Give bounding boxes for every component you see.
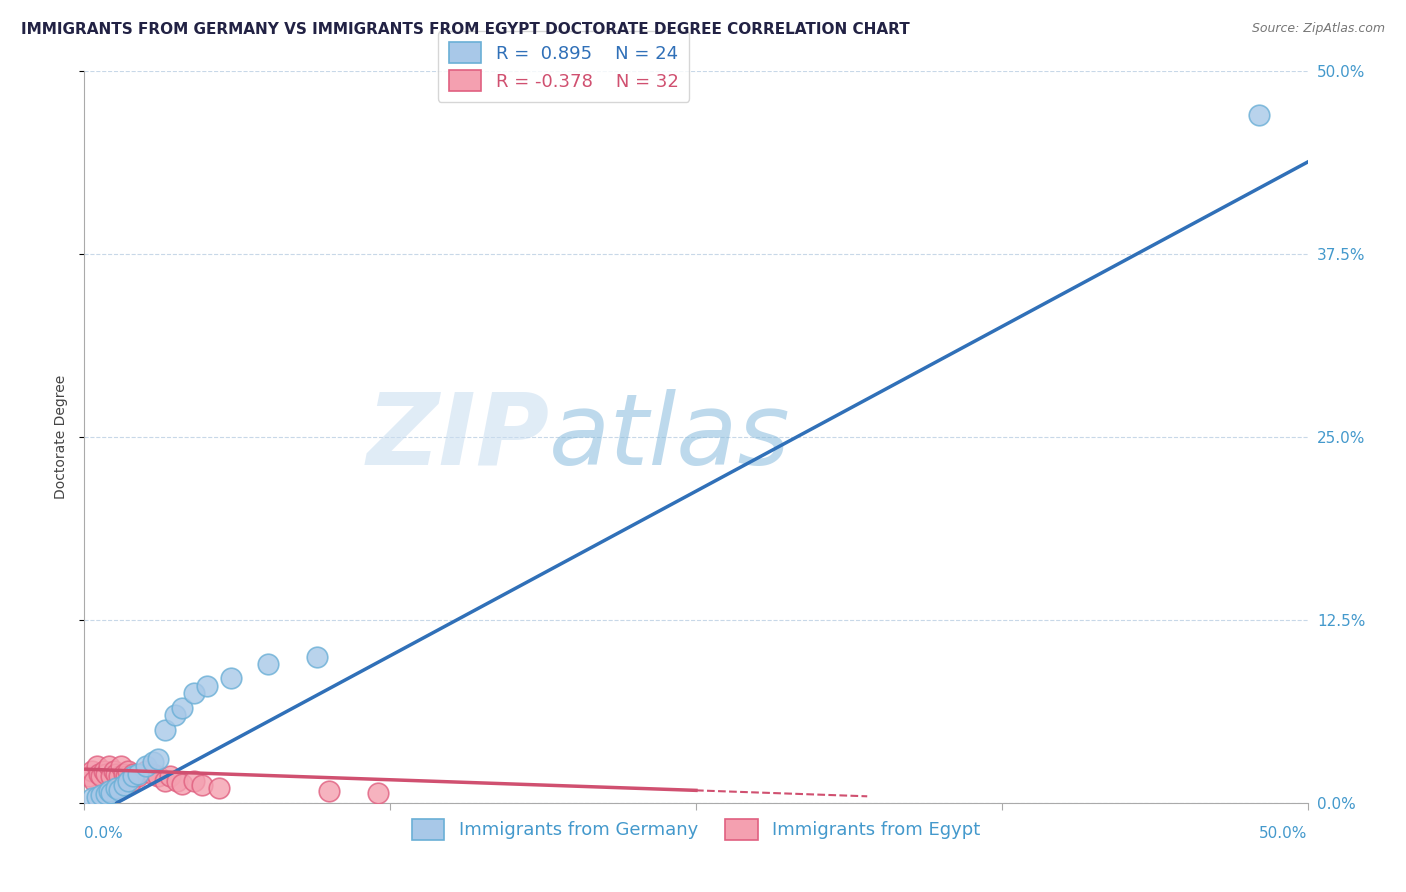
Point: [100, 786, 122, 800]
Point: [110, 759, 132, 773]
Point: [80, 791, 103, 805]
Text: Source: ZipAtlas.com: Source: ZipAtlas.com: [1251, 22, 1385, 36]
Point: [105, 781, 128, 796]
Text: 50.0%: 50.0%: [1260, 826, 1308, 841]
Y-axis label: Doctorate Degree: Doctorate Degree: [55, 375, 69, 500]
Point: [142, 755, 165, 769]
Point: [120, 773, 142, 788]
Point: [146, 769, 169, 783]
Legend: Immigrants from Germany, Immigrants from Egypt: Immigrants from Germany, Immigrants from…: [402, 810, 990, 848]
Point: [172, 700, 194, 714]
Point: [1247, 108, 1270, 122]
Point: [153, 773, 176, 788]
Text: IMMIGRANTS FROM GERMANY VS IMMIGRANTS FROM EGYPT DOCTORATE DEGREE CORRELATION CH: IMMIGRANTS FROM GERMANY VS IMMIGRANTS FR…: [21, 22, 910, 37]
Point: [97, 784, 120, 798]
Point: [159, 769, 181, 783]
Text: ZIP: ZIP: [366, 389, 550, 485]
Point: [195, 679, 218, 693]
Point: [146, 752, 169, 766]
Point: [83, 773, 105, 788]
Text: 0.0%: 0.0%: [84, 826, 124, 841]
Point: [153, 723, 176, 737]
Point: [96, 766, 118, 780]
Point: [86, 789, 108, 804]
Point: [112, 778, 135, 792]
Point: [97, 759, 120, 773]
Point: [122, 769, 145, 783]
Point: [305, 649, 328, 664]
Point: [257, 657, 280, 671]
Point: [77, 769, 100, 783]
Point: [127, 769, 149, 783]
Point: [86, 759, 108, 773]
Point: [115, 769, 138, 783]
Point: [96, 787, 118, 801]
Point: [318, 784, 340, 798]
Point: [93, 764, 115, 778]
Text: atlas: atlas: [550, 389, 790, 485]
Point: [367, 786, 389, 800]
Point: [105, 766, 128, 780]
Point: [100, 769, 122, 783]
Point: [117, 773, 139, 788]
Point: [87, 766, 110, 780]
Point: [191, 778, 214, 792]
Point: [142, 766, 165, 780]
Point: [107, 782, 129, 797]
Point: [135, 759, 157, 773]
Point: [122, 766, 145, 780]
Point: [103, 764, 125, 778]
Point: [117, 764, 139, 778]
Point: [112, 766, 135, 780]
Point: [172, 777, 194, 791]
Point: [166, 773, 188, 788]
Point: [90, 789, 112, 803]
Point: [127, 766, 149, 780]
Point: [208, 781, 231, 796]
Point: [80, 764, 103, 778]
Point: [183, 773, 205, 788]
Point: [90, 769, 112, 783]
Point: [219, 672, 242, 686]
Point: [183, 686, 205, 700]
Point: [135, 764, 157, 778]
Point: [163, 708, 186, 723]
Point: [107, 769, 129, 783]
